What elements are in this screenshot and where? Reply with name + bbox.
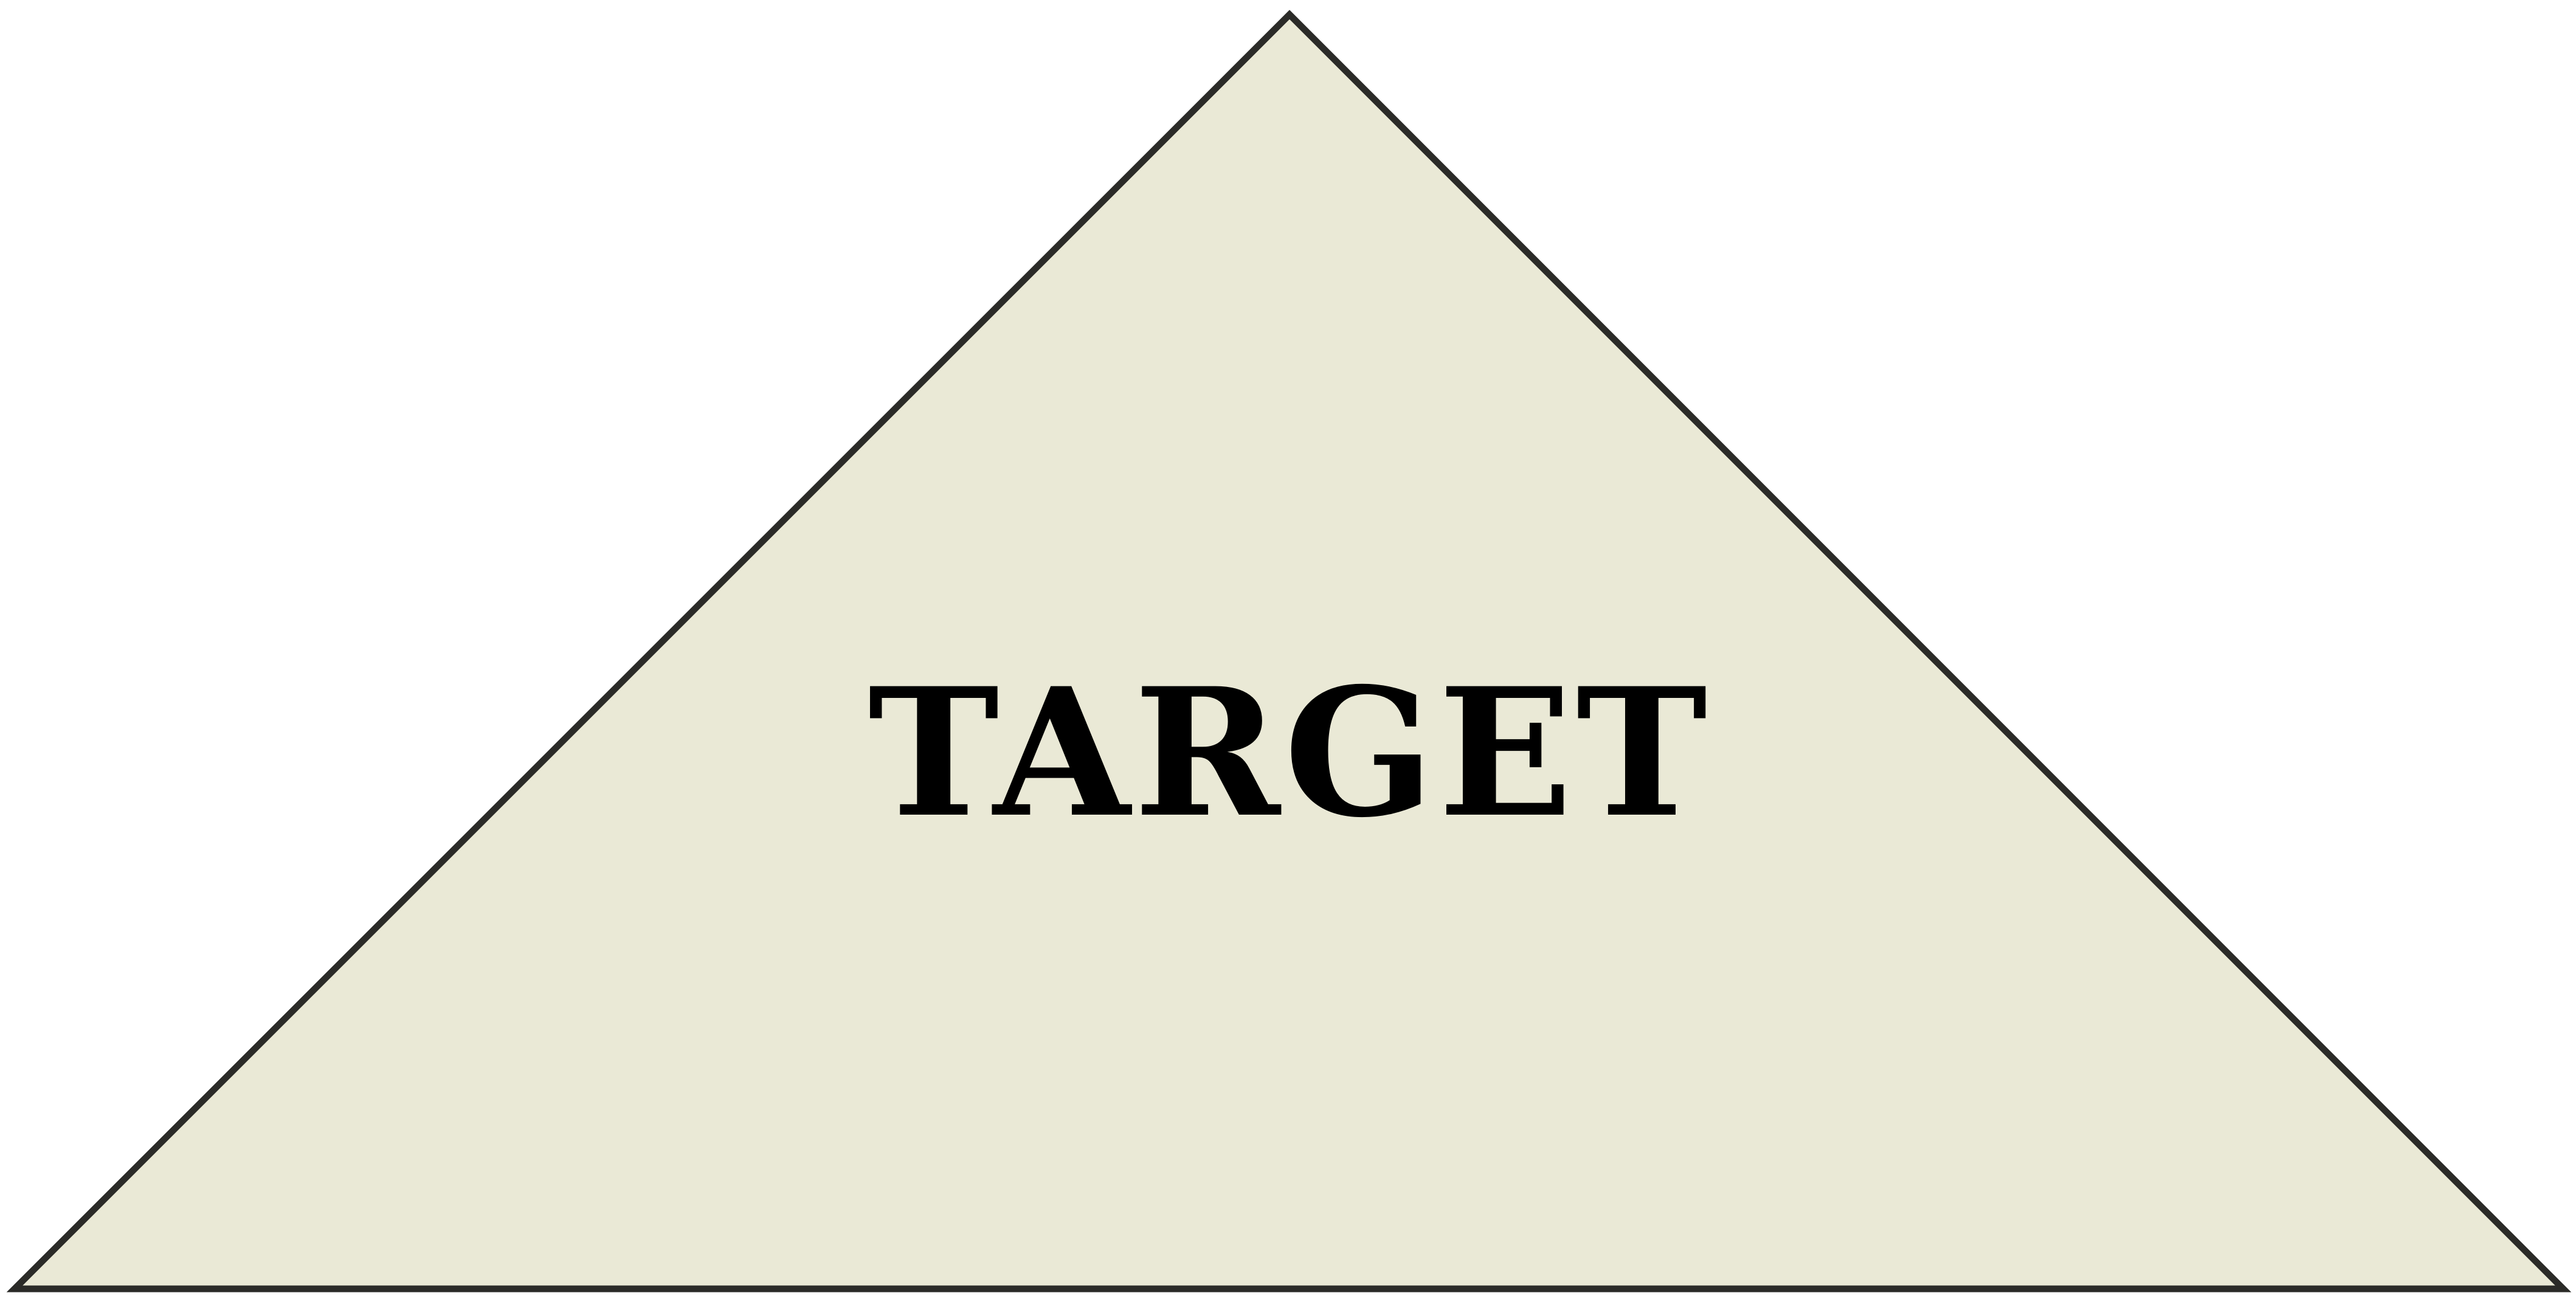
target-triangle	[6, 10, 2572, 1292]
target-label: TARGET	[868, 650, 1711, 857]
